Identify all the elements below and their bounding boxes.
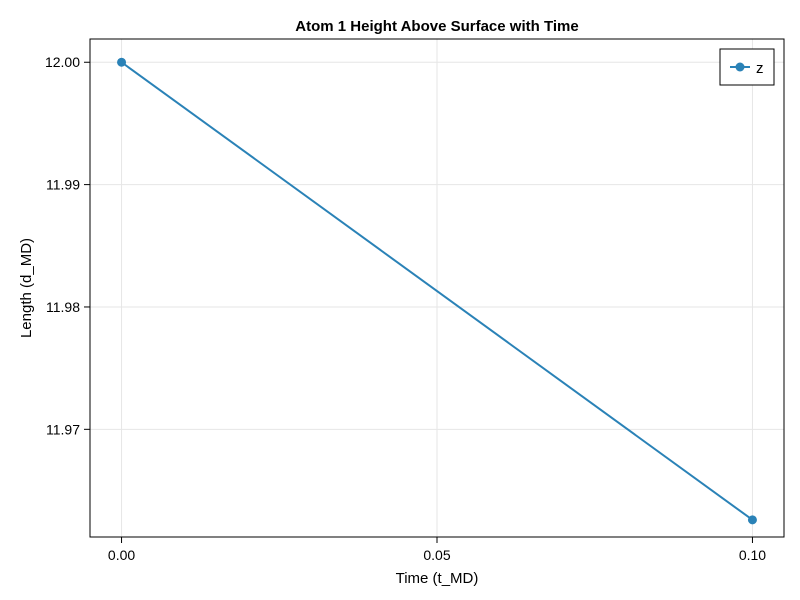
legend-marker	[735, 62, 745, 72]
x-tick-label: 0.10	[739, 547, 766, 563]
chart-title: Atom 1 Height Above Surface with Time	[295, 18, 578, 35]
x-axis-label: Time (t_MD)	[396, 570, 479, 587]
y-tick-label: 11.99	[46, 177, 80, 193]
legend: z	[719, 48, 775, 86]
tick-labels: 0.00 0.05 0.10 11.97 11.98 11.99 12.00	[45, 54, 766, 563]
series-point-0-1	[747, 515, 757, 525]
axis-ticks	[84, 61, 753, 543]
series-point-0-0	[117, 57, 127, 67]
grid	[90, 39, 784, 537]
x-tick-label: 0.00	[108, 547, 135, 563]
y-tick-label: 12.00	[45, 54, 80, 70]
y-tick-label: 11.98	[46, 299, 80, 315]
y-axis-label: Length (d_MD)	[18, 238, 35, 338]
series-layer	[117, 57, 757, 525]
series-line-0	[120, 61, 754, 521]
y-tick-label: 11.97	[46, 421, 80, 437]
legend-label-z: z	[756, 60, 764, 77]
x-tick-label: 0.05	[423, 547, 450, 563]
